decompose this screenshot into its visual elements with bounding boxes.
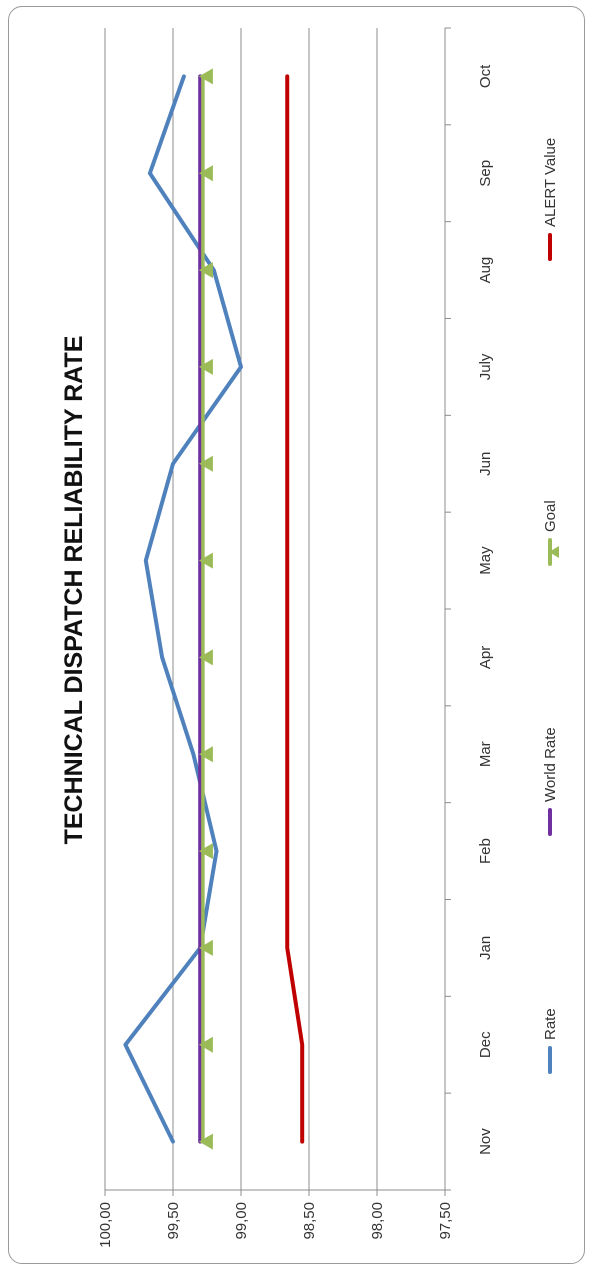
value-tick-label: 100,00 bbox=[97, 1202, 114, 1248]
goal-marker bbox=[198, 552, 213, 569]
category-tick-label: Jun bbox=[477, 452, 494, 476]
goal-marker bbox=[198, 939, 213, 956]
labels-layer: 100,00 99,50 99,00 98,50 98,00 97,50 Nov Dec Jan… bbox=[97, 64, 494, 1248]
goal-marker bbox=[198, 262, 213, 279]
legend-label: Rate bbox=[542, 1008, 559, 1040]
legend: Rate World Rate Goal ALERT Value bbox=[542, 138, 559, 1074]
value-tick-label: 98,50 bbox=[301, 1202, 318, 1240]
category-tick-label: May bbox=[477, 546, 494, 575]
legend-label: World Rate bbox=[542, 727, 559, 802]
goal-marker bbox=[198, 1036, 213, 1053]
legend-label: Goal bbox=[542, 500, 559, 532]
goal-marker bbox=[198, 358, 213, 375]
value-tick-label: 99,50 bbox=[165, 1202, 182, 1240]
category-tick-label: Jan bbox=[477, 936, 494, 960]
category-tick-label: Nov bbox=[477, 1128, 494, 1155]
series-line-rate bbox=[123, 74, 243, 1144]
category-tick-label: Oct bbox=[477, 64, 494, 88]
series-layer bbox=[123, 68, 305, 1150]
legend-goal-marker bbox=[549, 546, 559, 558]
axes bbox=[104, 27, 451, 1196]
category-tick-label: Sep bbox=[477, 160, 494, 187]
goal-marker bbox=[198, 649, 213, 666]
chart-title: TECHNICAL DISPATCH RELIABILITY RATE bbox=[60, 336, 88, 845]
goal-marker bbox=[198, 843, 213, 860]
value-tick-label: 99,00 bbox=[233, 1202, 250, 1240]
goal-marker bbox=[198, 68, 213, 85]
series-line-alert-value bbox=[285, 74, 305, 1144]
category-tick-label: July bbox=[477, 353, 494, 380]
goal-marker bbox=[198, 1133, 213, 1150]
category-tick-label: Apr bbox=[477, 646, 494, 669]
legend-label: ALERT Value bbox=[542, 138, 559, 227]
chart-frame bbox=[8, 6, 585, 1264]
category-tick-label: Mar bbox=[477, 741, 494, 767]
value-tick-label: 98,00 bbox=[369, 1202, 386, 1240]
category-tick-label: Feb bbox=[477, 838, 494, 864]
goal-marker bbox=[198, 746, 213, 763]
goal-marker bbox=[198, 455, 213, 472]
value-tick-label: 97,50 bbox=[437, 1202, 454, 1240]
category-tick-label: Aug bbox=[477, 257, 494, 284]
gridlines bbox=[104, 28, 378, 1190]
category-tick-label: Dec bbox=[477, 1031, 494, 1058]
goal-marker bbox=[198, 165, 213, 182]
